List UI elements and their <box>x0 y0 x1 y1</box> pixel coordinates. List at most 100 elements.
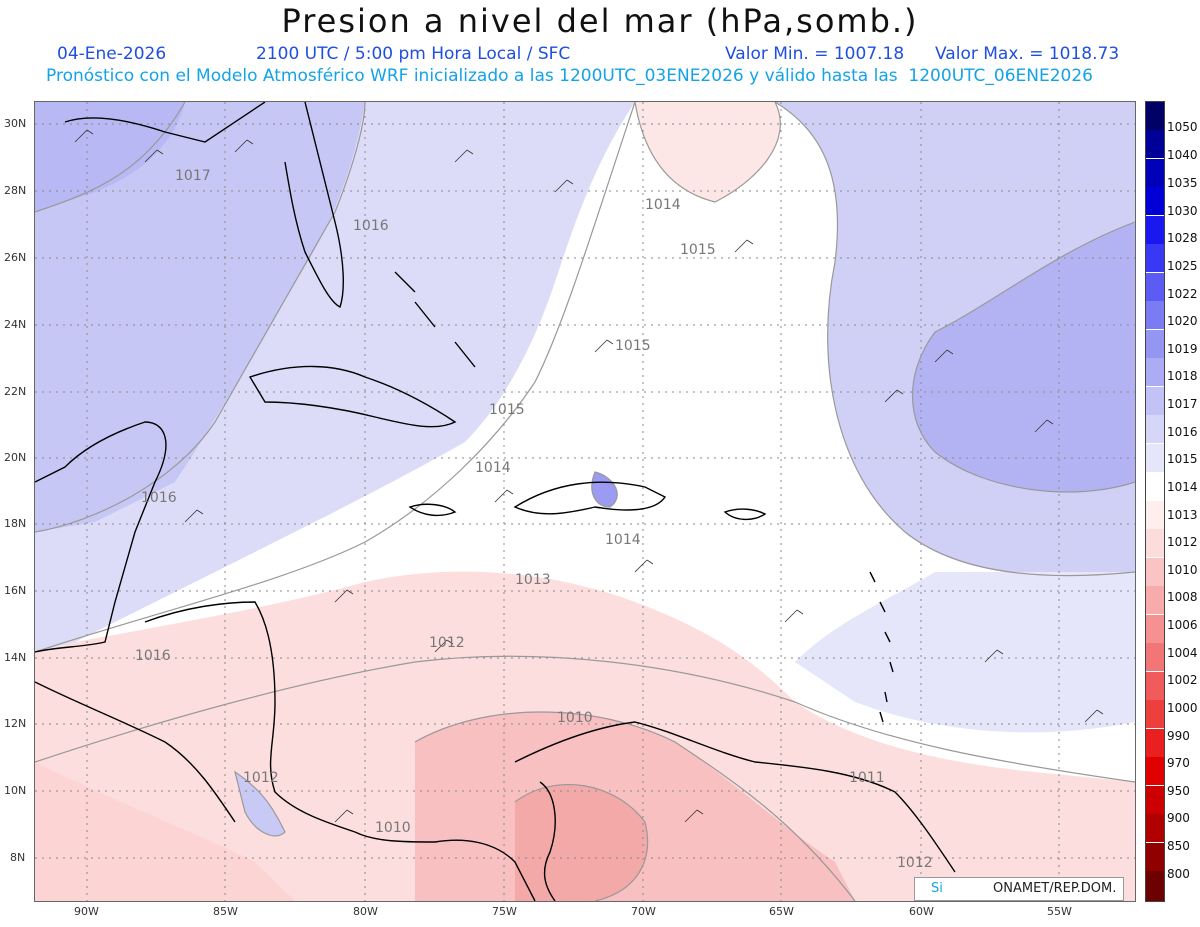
credit-box: Si ONAMET/REP.DOM. <box>914 877 1124 901</box>
legend-swatch <box>1146 672 1164 700</box>
legend-label: 1016 <box>1167 425 1198 439</box>
wind-barbs <box>74 129 1104 823</box>
lon-label: 55W <box>1047 905 1072 918</box>
lon-label: 85W <box>213 905 238 918</box>
coast-cuba <box>248 365 457 428</box>
legend-swatch <box>1146 501 1164 529</box>
legend-label: 990 <box>1167 729 1190 743</box>
coast-gulf-north <box>64 102 266 143</box>
lat-label: 18N <box>4 517 27 530</box>
legend-swatch <box>1146 216 1164 244</box>
coast-central-america <box>144 601 536 901</box>
coast-jamaica <box>408 503 457 517</box>
isobar-label-1016a: 1016 <box>353 218 389 234</box>
field-1017 <box>35 102 365 532</box>
isobar-label-1011: 1011 <box>849 770 885 786</box>
map-canvas: 1017 1016 1014 1015 1015 1015 1014 1016 … <box>35 102 1135 901</box>
legend-label: 1014 <box>1167 480 1198 494</box>
coast-yucatan <box>35 421 167 653</box>
legend-label: 1020 <box>1167 314 1198 328</box>
lat-label: 10N <box>4 784 27 797</box>
legend-swatch <box>1146 615 1164 643</box>
legend-swatch <box>1146 871 1164 901</box>
legend-swatch <box>1146 814 1164 842</box>
field-1018-east <box>912 222 1135 492</box>
legend-label: 1017 <box>1167 397 1198 411</box>
legend-swatch <box>1146 700 1164 728</box>
legend-label: 1000 <box>1167 701 1198 715</box>
coast-bahamas <box>394 271 476 368</box>
lat-label: 28N <box>4 184 27 197</box>
legend-label: 1015 <box>1167 452 1198 466</box>
lon-label: 60W <box>909 905 934 918</box>
isobar-label-1010a: 1010 <box>557 710 593 726</box>
isobar-label-1012c: 1012 <box>897 855 933 871</box>
field-1011-west <box>35 762 295 901</box>
forecast-info: Pronóstico con el Modelo Atmosférico WRF… <box>46 66 1093 86</box>
legend-label: 1028 <box>1167 231 1198 245</box>
isobar-label-1013: 1013 <box>515 572 551 588</box>
isobar-labels: 1017 1016 1014 1015 1015 1015 1014 1016 … <box>135 168 933 871</box>
legend-label: 1035 <box>1167 176 1198 190</box>
legend-swatch <box>1146 415 1164 443</box>
legend-label: 900 <box>1167 811 1190 825</box>
credit-prefix: Si <box>931 881 943 896</box>
lon-label: 65W <box>769 905 794 918</box>
legend-swatch <box>1146 444 1164 472</box>
isobar-label-1012a: 1012 <box>429 635 465 651</box>
legend-swatch <box>1146 729 1164 757</box>
legend-label: 800 <box>1167 867 1190 881</box>
lat-label: 16N <box>4 584 27 597</box>
coast-pacific <box>35 681 236 823</box>
legend-label: 1004 <box>1167 646 1198 660</box>
field-1009 <box>515 784 648 901</box>
legend-swatch <box>1146 843 1164 871</box>
isobar-label-1010b: 1010 <box>375 820 411 836</box>
legend-label: 1006 <box>1167 618 1198 632</box>
legend-label: 1050 <box>1167 120 1198 134</box>
legend-label: 1019 <box>1167 342 1198 356</box>
legend-swatch <box>1146 387 1164 415</box>
legend-swatch <box>1146 301 1164 329</box>
isobar-label-1014a: 1014 <box>645 197 681 213</box>
graticule <box>35 102 1135 901</box>
legend-swatch <box>1146 358 1164 386</box>
legend-label: 1022 <box>1167 287 1198 301</box>
legend-label: 1025 <box>1167 259 1198 273</box>
valid-time: 2100 UTC / 5:00 pm Hora Local / SFC <box>256 44 571 64</box>
coastlines <box>35 102 956 901</box>
lon-label: 90W <box>74 905 99 918</box>
lon-label: 75W <box>492 905 517 918</box>
isobar-label-1017a: 1017 <box>175 168 211 184</box>
color-legend <box>1145 101 1165 902</box>
legend-label: 1030 <box>1167 204 1198 218</box>
lon-label: 80W <box>353 905 378 918</box>
lat-label: 22N <box>4 385 27 398</box>
lat-label: 12N <box>4 717 27 730</box>
legend-label: 1018 <box>1167 369 1198 383</box>
legend-label: 1002 <box>1167 673 1198 687</box>
legend-label: 1013 <box>1167 508 1198 522</box>
field-1013-north <box>635 102 781 202</box>
legend-swatch <box>1146 273 1164 301</box>
legend-swatch <box>1146 130 1164 158</box>
legend-label: 1010 <box>1167 563 1198 577</box>
legend-label: 950 <box>1167 784 1190 798</box>
legend-swatch <box>1146 558 1164 586</box>
pressure-map: 1017 1016 1014 1015 1015 1015 1014 1016 … <box>34 101 1136 902</box>
legend-label: 1040 <box>1167 148 1198 162</box>
legend-swatch <box>1146 643 1164 671</box>
credit-org: ONAMET/REP.DOM. <box>993 881 1117 896</box>
coast-lesser-antilles <box>869 571 894 723</box>
legend-swatch <box>1146 529 1164 557</box>
isobar-label-1014b: 1014 <box>475 460 511 476</box>
isobar-label-1014c: 1014 <box>605 532 641 548</box>
map-title: Presion a nivel del mar (hPa,somb.) <box>281 2 919 40</box>
legend-label: 1008 <box>1167 590 1198 604</box>
legend-swatch <box>1146 472 1164 500</box>
isobar-label-1015c: 1015 <box>489 402 525 418</box>
coast-puerto-rico <box>723 508 767 521</box>
isobars <box>35 102 1135 901</box>
isobar-label-1016c: 1016 <box>135 648 171 664</box>
legend-swatch <box>1146 586 1164 614</box>
